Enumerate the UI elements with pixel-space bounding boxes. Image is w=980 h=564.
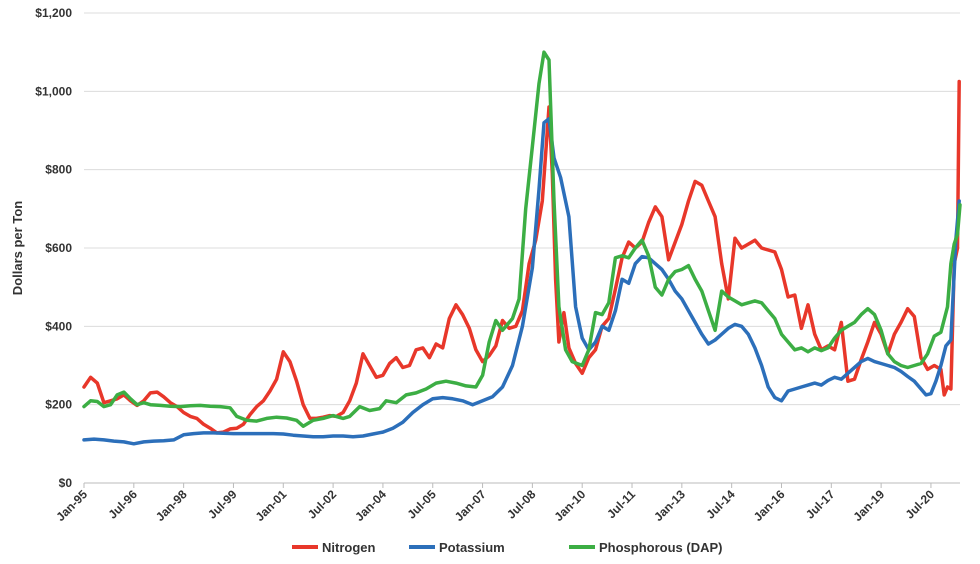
y-axis-ticks: $0 $200 $400 $600 $800 $1,000 $1,200 (35, 6, 72, 490)
y-tick-label: $800 (45, 163, 72, 177)
x-tick-label: Jul-17 (803, 487, 838, 522)
x-tick-label: Jan-10 (552, 487, 589, 524)
x-tick-label: Jan-98 (153, 487, 190, 524)
legend-item-phosphorous: Phosphorous (DAP) (569, 540, 723, 555)
x-tick-label: Jul-02 (305, 487, 340, 522)
x-tick-label: Jul-20 (903, 487, 938, 522)
x-axis-ticks: Jan-95 Jul-96 Jan-98 Jul-99 Jan-01 Jul-02 Jan-… (53, 483, 937, 524)
y-tick-label: $1,000 (35, 84, 72, 98)
x-tick-label: Jul-96 (106, 487, 141, 522)
legend-label-potassium: Potassium (439, 540, 505, 555)
y-tick-label: $600 (45, 241, 72, 255)
x-tick-label: Jul-05 (404, 487, 439, 522)
series-line-potassium (82, 117, 961, 446)
y-tick-label: $1,200 (35, 6, 72, 20)
x-tick-label: Jan-95 (53, 487, 90, 524)
y-axis-title: Dollars per Ton (10, 201, 25, 295)
x-tick-label: Jan-16 (751, 487, 788, 524)
series-lines (82, 50, 962, 446)
x-tick-label: Jul-99 (205, 487, 240, 522)
y-tick-label: $0 (59, 476, 73, 490)
y-tick-label: $400 (45, 319, 72, 333)
legend-label-nitrogen: Nitrogen (322, 540, 376, 555)
x-tick-label: Jan-07 (452, 487, 489, 524)
legend-item-nitrogen: Nitrogen (292, 540, 376, 555)
y-tick-label: $200 (45, 398, 72, 412)
legend-label-phosphorous: Phosphorous (DAP) (599, 540, 723, 555)
x-tick-label: Jan-19 (850, 487, 887, 524)
x-tick-label: Jul-11 (604, 487, 638, 521)
x-tick-label: Jan-04 (352, 487, 389, 524)
legend-item-potassium: Potassium (409, 540, 505, 555)
legend: Nitrogen Potassium Phosphorous (DAP) (292, 540, 723, 555)
x-tick-label: Jan-01 (253, 487, 290, 524)
x-tick-label: Jan-13 (651, 487, 688, 524)
x-tick-label: Jul-08 (504, 487, 539, 522)
x-tick-label: Jul-14 (703, 487, 738, 522)
series-line-phosphorous-dap (82, 50, 962, 428)
